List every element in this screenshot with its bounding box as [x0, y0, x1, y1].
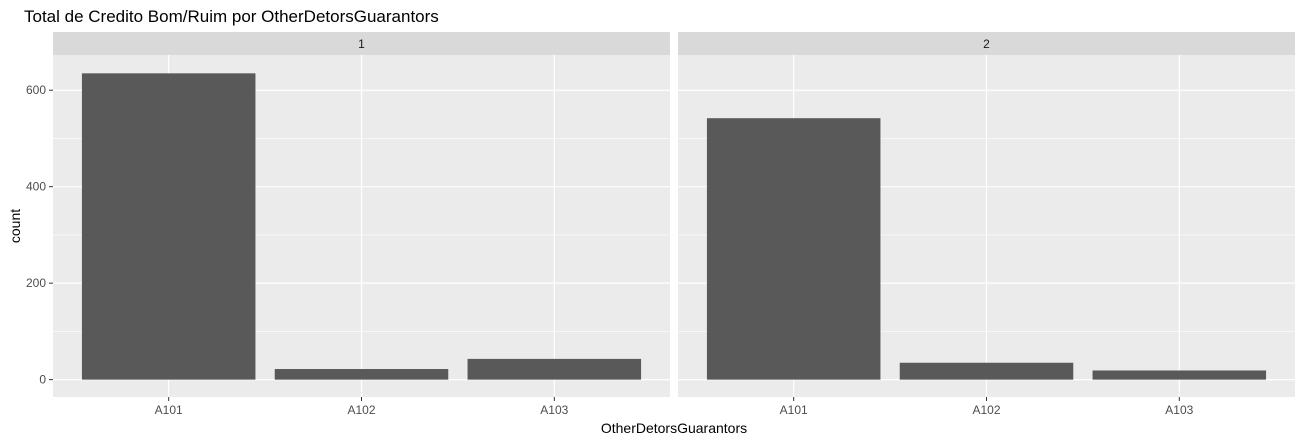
- y-tick-label: 600: [26, 83, 46, 97]
- facet-strip-label: 1: [358, 37, 365, 51]
- facet-panel-1: 1 A101 A102 A103 0 200 400 600: [26, 32, 670, 417]
- bar-A101-facet-1: [81, 73, 256, 380]
- facet-strip: [53, 32, 670, 55]
- chart-title: Total de Credito Bom/Ruim por OtherDetor…: [24, 7, 439, 26]
- bar-A102-facet-1: [274, 369, 449, 380]
- y-tick-label: 0: [39, 373, 46, 387]
- x-tick-label: A101: [780, 403, 808, 417]
- bar-A103-facet-2: [1092, 370, 1267, 380]
- x-tick-label: A101: [155, 403, 183, 417]
- x-tick-label: A102: [972, 403, 1000, 417]
- facet-panel-2: 2 A101 A102 A103: [678, 32, 1295, 417]
- x-tick-label: A103: [1165, 403, 1193, 417]
- bar-A102-facet-2: [899, 362, 1074, 380]
- x-tick-label: A103: [540, 403, 568, 417]
- facets-layer: 1 A101 A102 A103 0 200 400 600 2 A101 A102 A103: [26, 32, 1295, 417]
- x-tick-label: A102: [347, 403, 375, 417]
- y-tick-label: 200: [26, 276, 46, 290]
- x-axis-label: OtherDetorsGuarantors: [601, 420, 747, 436]
- bar-A103-facet-1: [467, 358, 642, 380]
- y-axis-label: count: [7, 209, 23, 243]
- facet-strip: [678, 32, 1295, 55]
- y-tick-label: 400: [26, 180, 46, 194]
- bar-A101-facet-2: [706, 118, 881, 380]
- facet-strip-label: 2: [983, 37, 990, 51]
